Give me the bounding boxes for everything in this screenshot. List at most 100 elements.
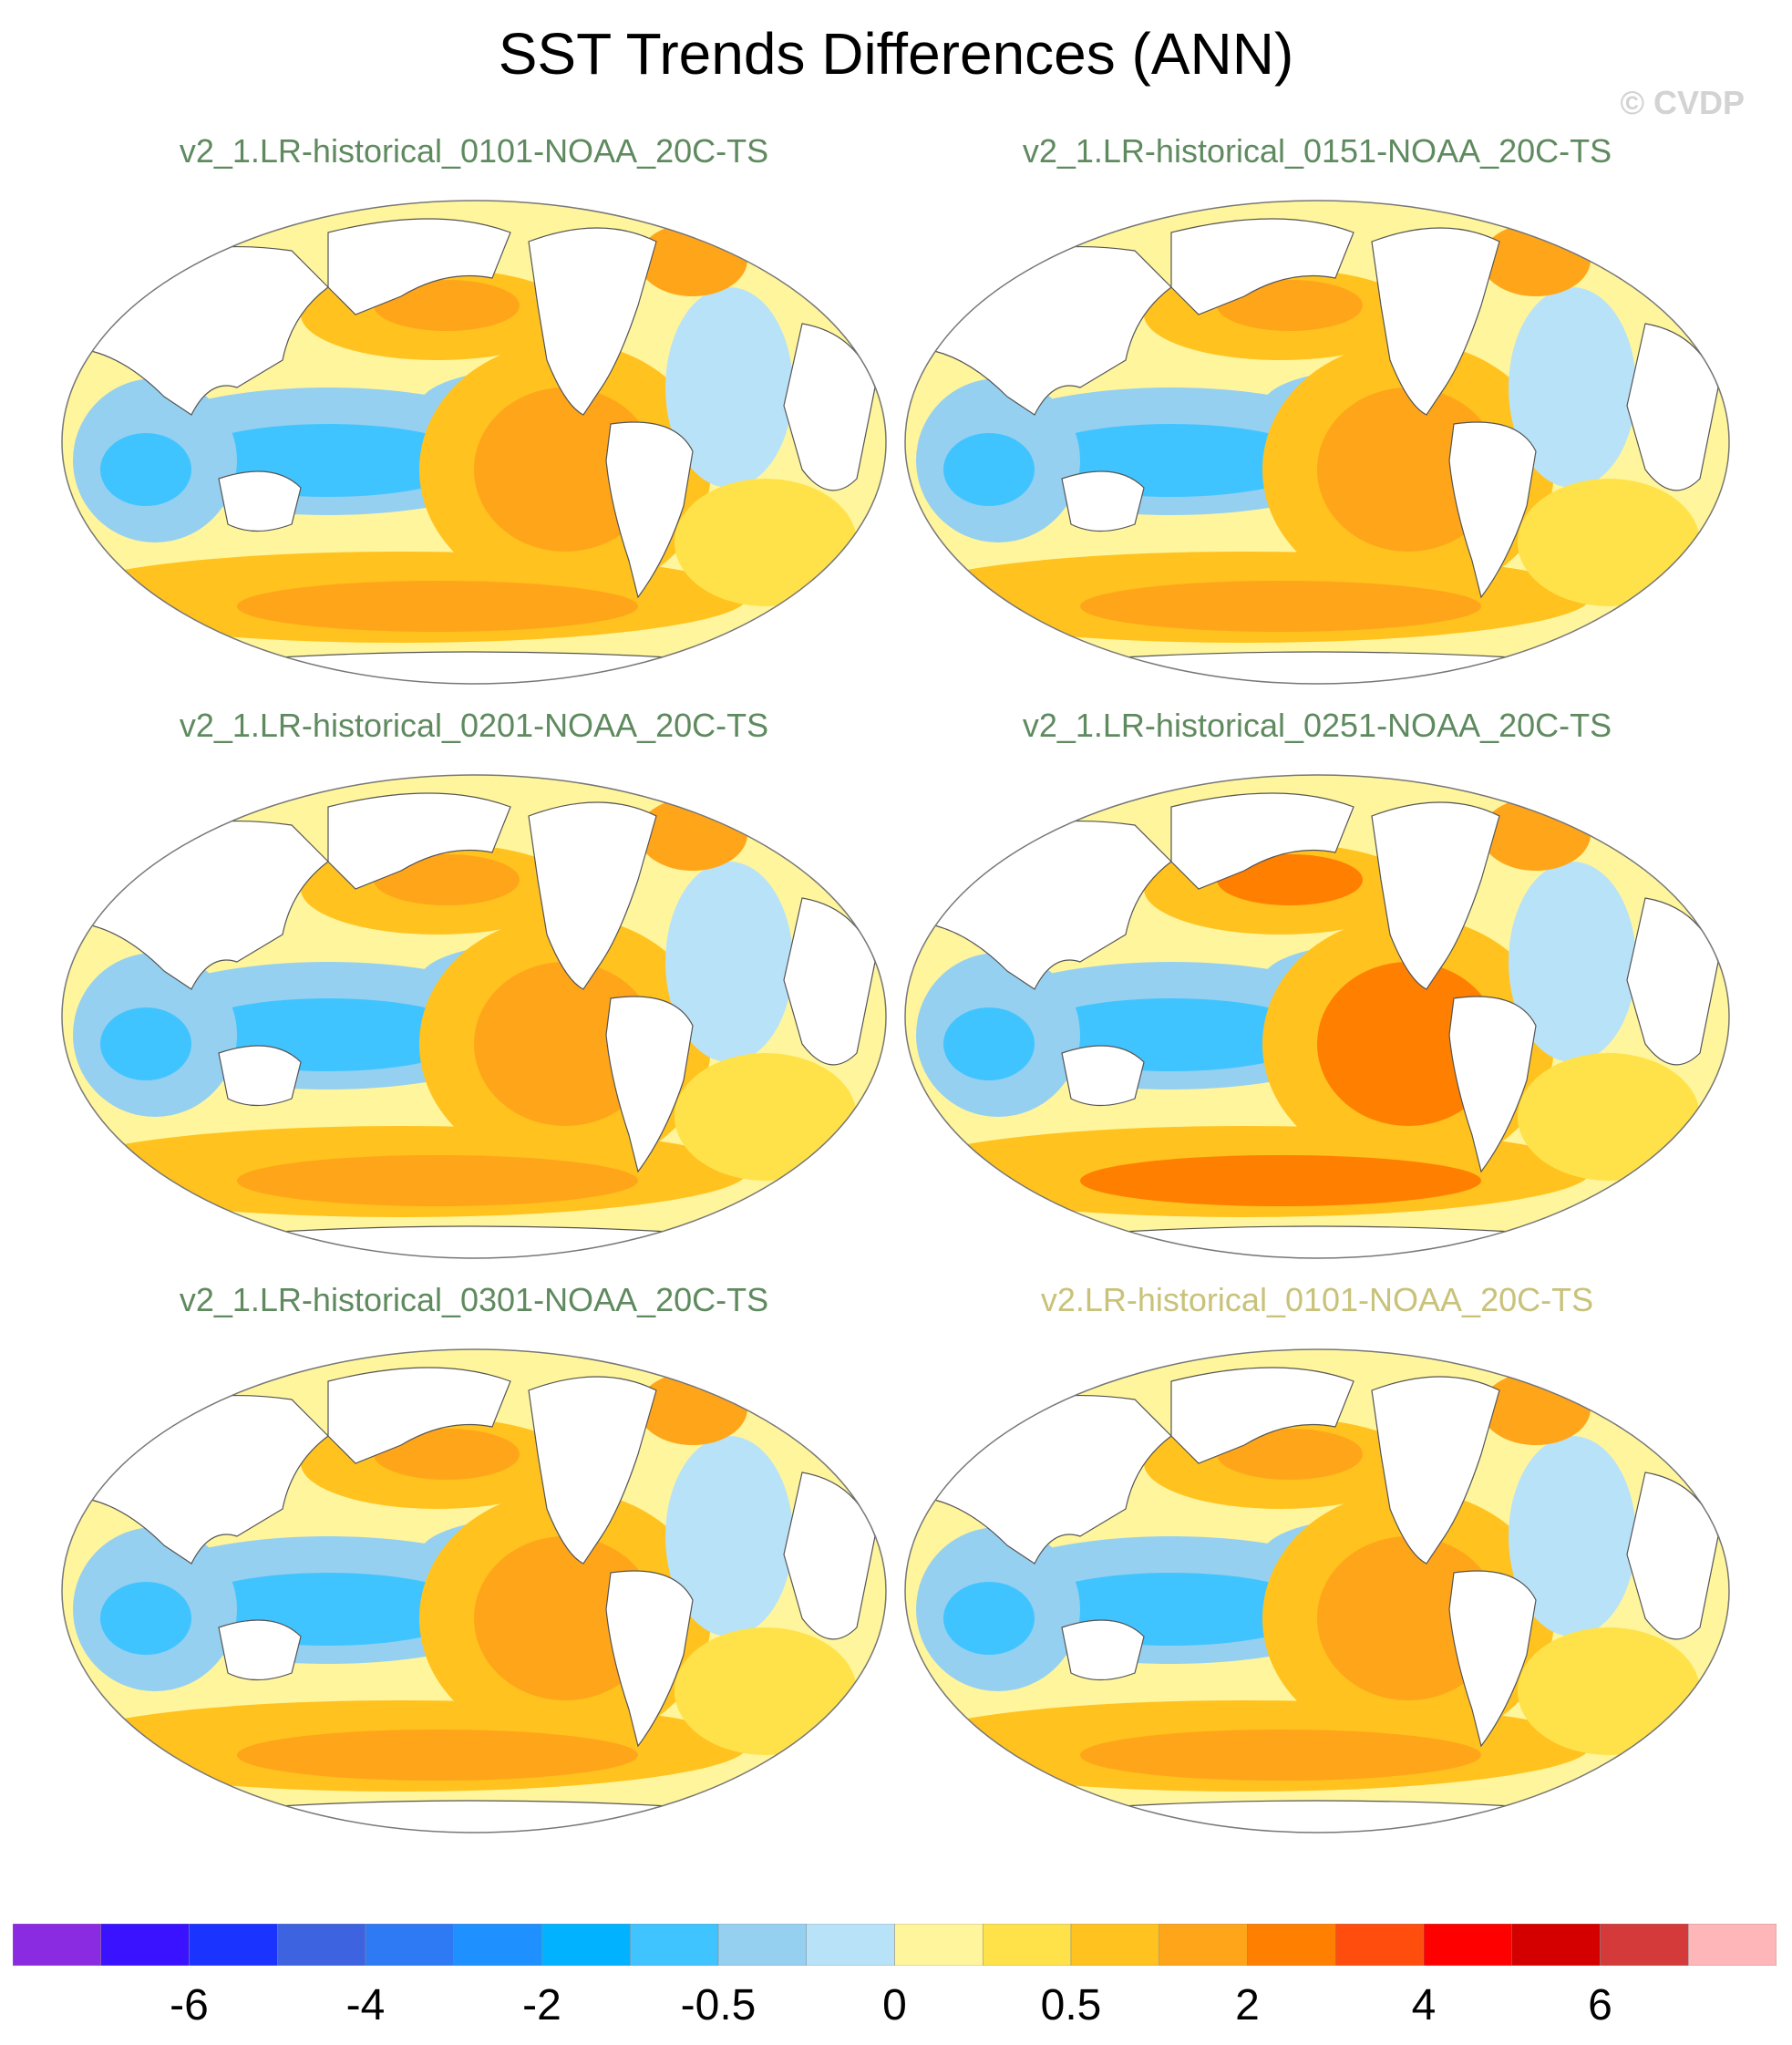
atlantic-mixed [1509,1436,1636,1637]
cool-indian-core [100,1582,191,1655]
world-map [61,1348,887,1833]
colorbar-swatch [983,1924,1072,1966]
panel-title: v2_1.LR-historical_0151-NOAA_20C-TS [1022,132,1612,170]
colorbar-tick-label: 0.5 [1040,1981,1102,2030]
warm-south-atlantic [675,1627,857,1755]
north-america [528,801,657,990]
atlantic-mixed [1509,287,1636,488]
warm-north-core [1217,280,1363,331]
arctic-cool [210,775,319,786]
cool-indian-core [943,433,1035,506]
colorbar-swatch [630,1924,719,1966]
warm-southern-core [237,1730,638,1781]
colorbar-swatch [100,1924,190,1966]
asia-north [327,792,511,890]
sst-field [905,1349,1729,1833]
north-america [528,1376,657,1565]
colorbar-swatch [1070,1924,1159,1966]
figure-title: SST Trends Differences (ANN) [498,21,1294,87]
map-outline [61,774,887,1259]
warm-north-core [1217,1429,1363,1480]
north-america [1371,1376,1500,1565]
australia [218,1045,302,1107]
warm-north-core [374,280,520,331]
world-map [61,774,887,1259]
antarctica [118,651,830,684]
antarctica [118,1800,830,1833]
warm-north-atlantic [638,223,747,296]
north-america [1371,801,1500,990]
colorbar-swatch [1511,1924,1601,1966]
antarctica [961,1800,1674,1833]
panel-title: v2_1.LR-historical_0301-NOAA_20C-TS [179,1281,769,1318]
south-america [1448,1570,1537,1748]
atlantic-mixed [665,1436,793,1637]
antarctica [118,1225,830,1258]
north-america [1371,227,1500,416]
asia-north [1170,1367,1354,1464]
warm-south-atlantic [675,1053,857,1181]
colorbar-swatch [1688,1924,1777,1966]
south-america [1448,421,1537,599]
atlantic-mixed [1509,862,1636,1062]
colorbar-swatch [894,1924,984,1966]
warm-north-atlantic [1481,1372,1591,1445]
colorbar-tick-label: -0.5 [680,1981,757,2030]
australia [1061,1045,1145,1107]
arctic-cool [210,1349,319,1360]
colorbar-swatch [1247,1924,1336,1966]
cool-indian-core [100,1007,191,1080]
asia-north [1170,792,1354,890]
south-america [605,421,694,599]
panel-title: v2.LR-historical_0101-NOAA_20C-TS [1040,1281,1594,1318]
warm-south-atlantic [1518,1053,1700,1181]
colorbar-tick-label: 0 [882,1981,907,2030]
africa [1626,1472,1719,1640]
africa [1626,323,1719,491]
australia [218,1619,302,1681]
australia [218,470,302,532]
colorbar-swatch [365,1924,454,1966]
warm-north-atlantic [1481,798,1591,871]
colorbar-swatch [806,1924,895,1966]
colorbar-tick-label: -6 [170,1981,209,2030]
warm-south-atlantic [1518,479,1700,606]
south-america [1448,996,1537,1173]
asia-north [1170,218,1354,315]
map-panel-5: v2_1.LR-historical_0301-NOAA_20C-TS [55,1281,893,1837]
panel-title: v2_1.LR-historical_0201-NOAA_20C-TS [179,707,769,744]
colorbar-tick-label: 6 [1588,1981,1612,2030]
cool-indian-core [943,1007,1035,1080]
australia [1061,1619,1145,1681]
asia-north [327,1367,511,1464]
warm-southern-core [237,581,638,632]
sst-field [905,775,1729,1258]
world-map [61,200,887,685]
north-america [528,227,657,416]
africa [783,897,876,1066]
warm-south-atlantic [675,479,857,606]
warm-north-core [374,1429,520,1480]
south-america [605,1570,694,1748]
map-panel-6: v2.LR-historical_0101-NOAA_20C-TS [898,1281,1736,1837]
atlantic-mixed [665,287,793,488]
map-panel-4: v2_1.LR-historical_0251-NOAA_20C-TS [898,707,1736,1263]
colorbar-swatch [277,1924,366,1966]
warm-north-core [1217,854,1363,905]
map-outline [904,1348,1730,1833]
world-map [904,774,1730,1259]
colorbar-tick-label: 2 [1235,1981,1260,2030]
warm-north-atlantic [1481,223,1591,296]
map-panel-1: v2_1.LR-historical_0101-NOAA_20C-TS [55,132,893,688]
africa [783,323,876,491]
colorbar-swatch [1335,1924,1425,1966]
arctic-cool [1053,775,1162,786]
map-outline [61,200,887,685]
arctic-cool [210,201,319,212]
warm-north-atlantic [638,798,747,871]
colorbar [13,1924,1777,1966]
colorbar-swatch [541,1924,631,1966]
warm-north-core [374,854,520,905]
panel-title: v2_1.LR-historical_0251-NOAA_20C-TS [1022,707,1612,744]
colorbar-swatch [1600,1924,1689,1966]
